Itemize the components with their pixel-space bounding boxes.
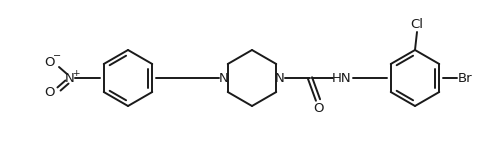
Text: O: O [314, 102, 324, 115]
Text: N: N [65, 71, 75, 84]
Text: O: O [45, 86, 55, 100]
Text: N: N [275, 71, 285, 84]
Text: O: O [45, 57, 55, 69]
Text: −: − [53, 51, 61, 61]
Text: N: N [219, 71, 229, 84]
Text: HN: HN [332, 71, 352, 84]
Text: Br: Br [458, 71, 472, 84]
Text: Cl: Cl [410, 18, 424, 31]
Text: +: + [72, 69, 80, 78]
